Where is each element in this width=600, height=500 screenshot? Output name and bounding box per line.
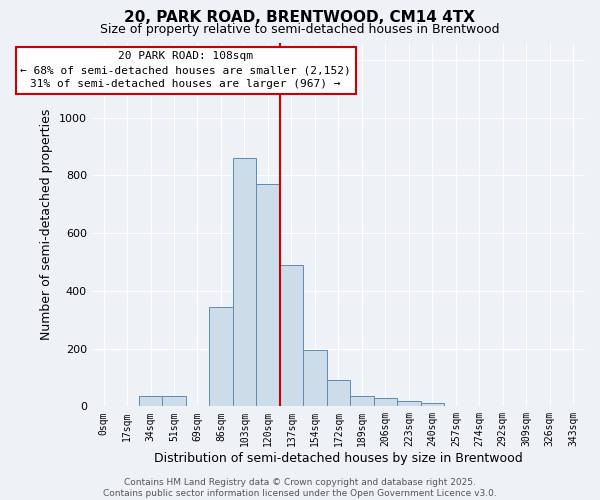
Text: Size of property relative to semi-detached houses in Brentwood: Size of property relative to semi-detach… bbox=[100, 22, 500, 36]
Bar bbox=[374, 398, 397, 406]
Bar bbox=[397, 400, 421, 406]
Bar bbox=[256, 184, 280, 406]
Bar bbox=[303, 350, 326, 406]
X-axis label: Distribution of semi-detached houses by size in Brentwood: Distribution of semi-detached houses by … bbox=[154, 452, 523, 465]
Bar bbox=[139, 396, 162, 406]
Bar bbox=[350, 396, 374, 406]
Bar bbox=[162, 396, 186, 406]
Bar bbox=[280, 265, 303, 406]
Bar bbox=[233, 158, 256, 406]
Bar bbox=[421, 404, 444, 406]
Bar bbox=[326, 380, 350, 406]
Bar bbox=[209, 306, 233, 406]
Y-axis label: Number of semi-detached properties: Number of semi-detached properties bbox=[40, 108, 53, 340]
Text: Contains HM Land Registry data © Crown copyright and database right 2025.
Contai: Contains HM Land Registry data © Crown c… bbox=[103, 478, 497, 498]
Text: 20, PARK ROAD, BRENTWOOD, CM14 4TX: 20, PARK ROAD, BRENTWOOD, CM14 4TX bbox=[125, 10, 476, 25]
Text: 20 PARK ROAD: 108sqm
← 68% of semi-detached houses are smaller (2,152)
31% of se: 20 PARK ROAD: 108sqm ← 68% of semi-detac… bbox=[20, 51, 351, 89]
